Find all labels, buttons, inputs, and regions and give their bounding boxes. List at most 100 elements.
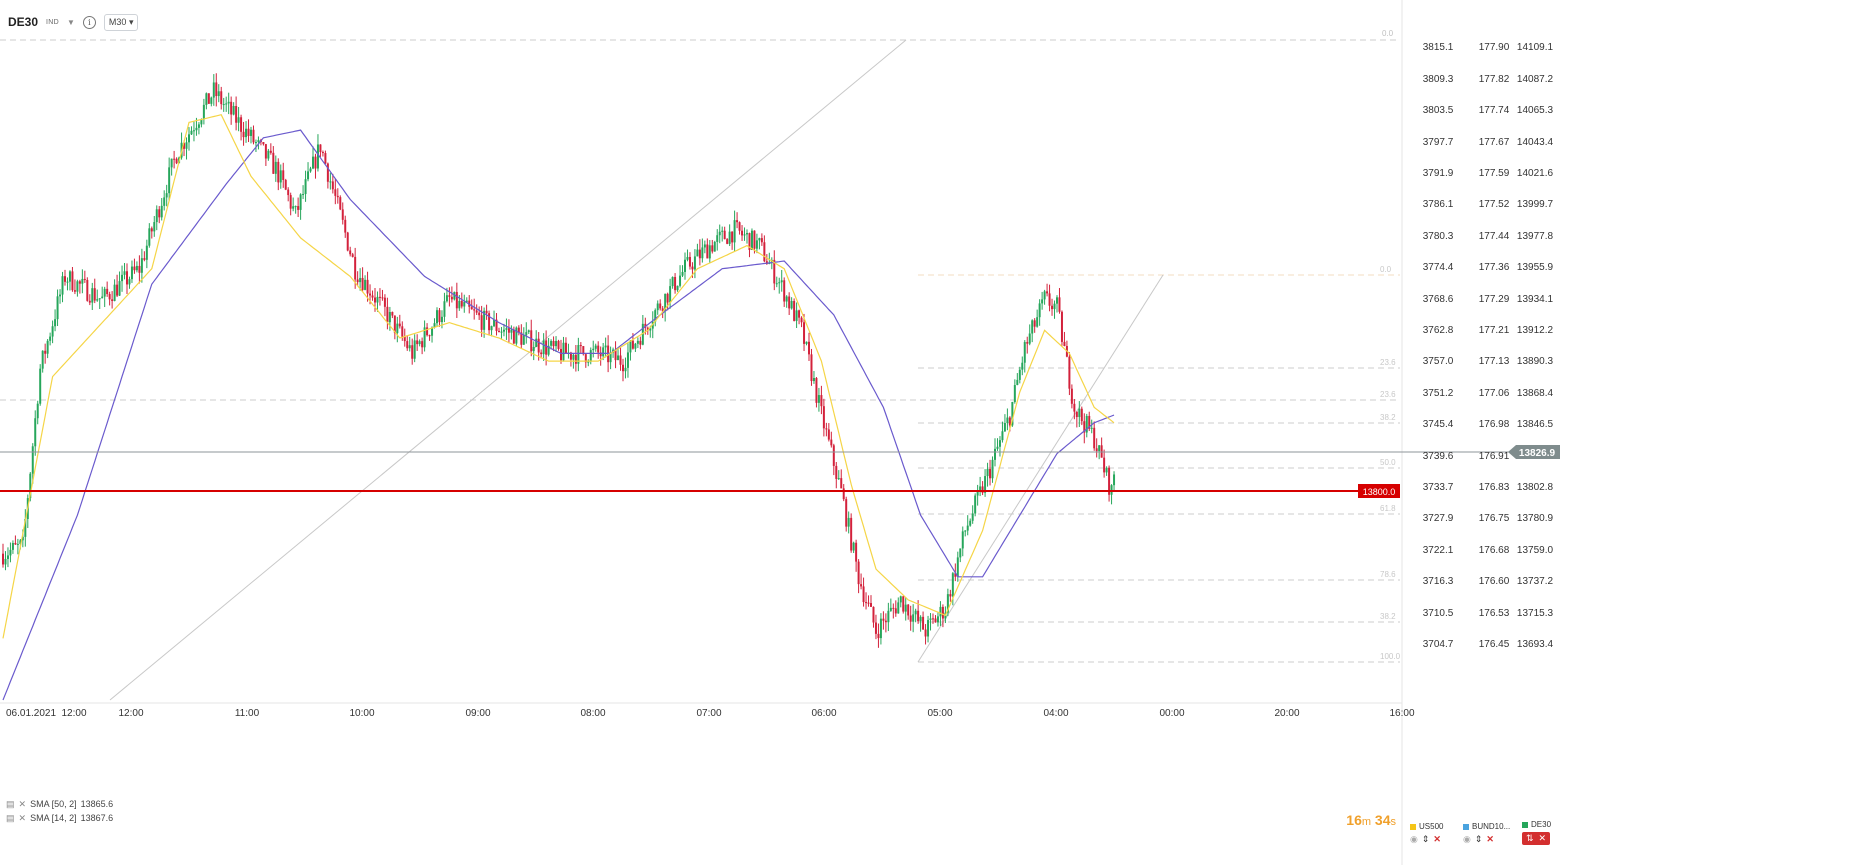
candle-body[interactable]	[383, 297, 386, 307]
candle-body[interactable]	[569, 352, 572, 360]
adjust-icon[interactable]: ⇅	[1526, 833, 1534, 843]
candle-body[interactable]	[416, 340, 419, 345]
candle-body[interactable]	[411, 345, 414, 359]
candle-body[interactable]	[247, 128, 250, 136]
candle-body[interactable]	[287, 189, 290, 196]
candle-body[interactable]	[421, 341, 424, 348]
candle-body[interactable]	[932, 618, 934, 620]
candle-body[interactable]	[478, 312, 481, 316]
candle-body[interactable]	[369, 293, 372, 296]
candle-body[interactable]	[128, 279, 131, 285]
candle-body[interactable]	[443, 301, 446, 317]
candle-body[interactable]	[326, 163, 329, 182]
candle-body[interactable]	[455, 291, 458, 309]
reorder-icon[interactable]: ⇕	[1474, 834, 1483, 844]
candle-body[interactable]	[46, 340, 49, 354]
candle-body[interactable]	[837, 478, 840, 480]
candle-body[interactable]	[126, 271, 128, 285]
candle-body[interactable]	[448, 295, 451, 297]
candle-body[interactable]	[817, 395, 820, 403]
candle-body[interactable]	[93, 288, 96, 301]
candle-body[interactable]	[76, 281, 79, 292]
compare-us500[interactable]: US500 ◉ ⇕ ✕	[1410, 822, 1480, 845]
reorder-icon[interactable]: ⇕	[1421, 834, 1430, 844]
candle-body[interactable]	[1080, 408, 1083, 422]
candle-body[interactable]	[721, 230, 724, 232]
candle-body[interactable]	[274, 161, 277, 174]
candle-body[interactable]	[723, 230, 726, 240]
candle-body[interactable]	[163, 197, 166, 206]
candle-body[interactable]	[555, 340, 558, 347]
candle-body[interactable]	[195, 127, 198, 131]
candle-body[interactable]	[316, 144, 319, 169]
candle-body[interactable]	[148, 228, 151, 246]
candle-body[interactable]	[902, 596, 905, 612]
candle-body[interactable]	[312, 156, 314, 169]
candle-body[interactable]	[649, 328, 652, 331]
candle-body[interactable]	[825, 428, 828, 430]
candle-body[interactable]	[696, 249, 699, 257]
candle-body[interactable]	[542, 340, 545, 355]
candle-body[interactable]	[170, 158, 173, 168]
candle-body[interactable]	[210, 97, 213, 104]
candle-body[interactable]	[465, 300, 468, 303]
candle-body[interactable]	[321, 152, 324, 154]
candle-body[interactable]	[51, 326, 54, 337]
candle-body[interactable]	[460, 300, 463, 307]
candle-body[interactable]	[812, 378, 815, 382]
candle-body[interactable]	[207, 93, 210, 104]
candle-body[interactable]	[324, 153, 327, 164]
candle-body[interactable]	[691, 266, 694, 270]
candle-body[interactable]	[527, 330, 530, 333]
candle-body[interactable]	[354, 256, 357, 280]
candle-body[interactable]	[659, 303, 662, 309]
candle-body[interactable]	[220, 91, 223, 105]
candle-body[interactable]	[1088, 415, 1091, 429]
candle-body[interactable]	[222, 104, 225, 106]
candle-body[interactable]	[984, 476, 987, 493]
candle-body[interactable]	[374, 297, 376, 303]
candle-body[interactable]	[267, 150, 270, 159]
candle-body[interactable]	[230, 101, 233, 115]
candle-body[interactable]	[168, 167, 171, 194]
candle-body[interactable]	[795, 310, 798, 321]
candle-body[interactable]	[334, 189, 337, 196]
candle-body[interactable]	[165, 193, 168, 198]
candle-body[interactable]	[463, 302, 466, 307]
candle-body[interactable]	[775, 283, 778, 285]
candle-body[interactable]	[1068, 356, 1071, 389]
candle-body[interactable]	[646, 327, 649, 331]
candle-body[interactable]	[453, 291, 456, 300]
candle-body[interactable]	[130, 266, 133, 280]
candle-body[interactable]	[1098, 445, 1101, 452]
candle-body[interactable]	[440, 316, 443, 323]
candle-body[interactable]	[73, 290, 76, 292]
candle-body[interactable]	[845, 499, 848, 527]
candle-body[interactable]	[716, 235, 719, 242]
candle-body[interactable]	[371, 295, 374, 298]
candle-body[interactable]	[108, 294, 111, 300]
candle-body[interactable]	[356, 279, 359, 283]
candle-body[interactable]	[552, 340, 555, 347]
candle-body[interactable]	[6, 555, 9, 559]
candle-body[interactable]	[939, 606, 942, 617]
candle-body[interactable]	[547, 345, 550, 355]
candle-body[interactable]	[537, 338, 540, 353]
candle-body[interactable]	[88, 300, 91, 303]
candle-body[interactable]	[629, 340, 632, 353]
candle-body[interactable]	[1046, 291, 1049, 294]
candle-body[interactable]	[589, 350, 592, 362]
settings-icon[interactable]: ▤	[6, 799, 15, 809]
candle-body[interactable]	[656, 303, 659, 311]
candle-body[interactable]	[778, 282, 781, 284]
candle-body[interactable]	[877, 633, 880, 639]
candle-body[interactable]	[706, 244, 709, 259]
candle-body[interactable]	[1053, 303, 1056, 310]
candle-body[interactable]	[1038, 303, 1041, 318]
candle-body[interactable]	[264, 144, 267, 159]
candle-body[interactable]	[1048, 293, 1051, 306]
candle-body[interactable]	[929, 618, 932, 620]
candle-body[interactable]	[579, 345, 582, 347]
candle-body[interactable]	[59, 294, 62, 297]
candle-body[interactable]	[215, 82, 218, 97]
